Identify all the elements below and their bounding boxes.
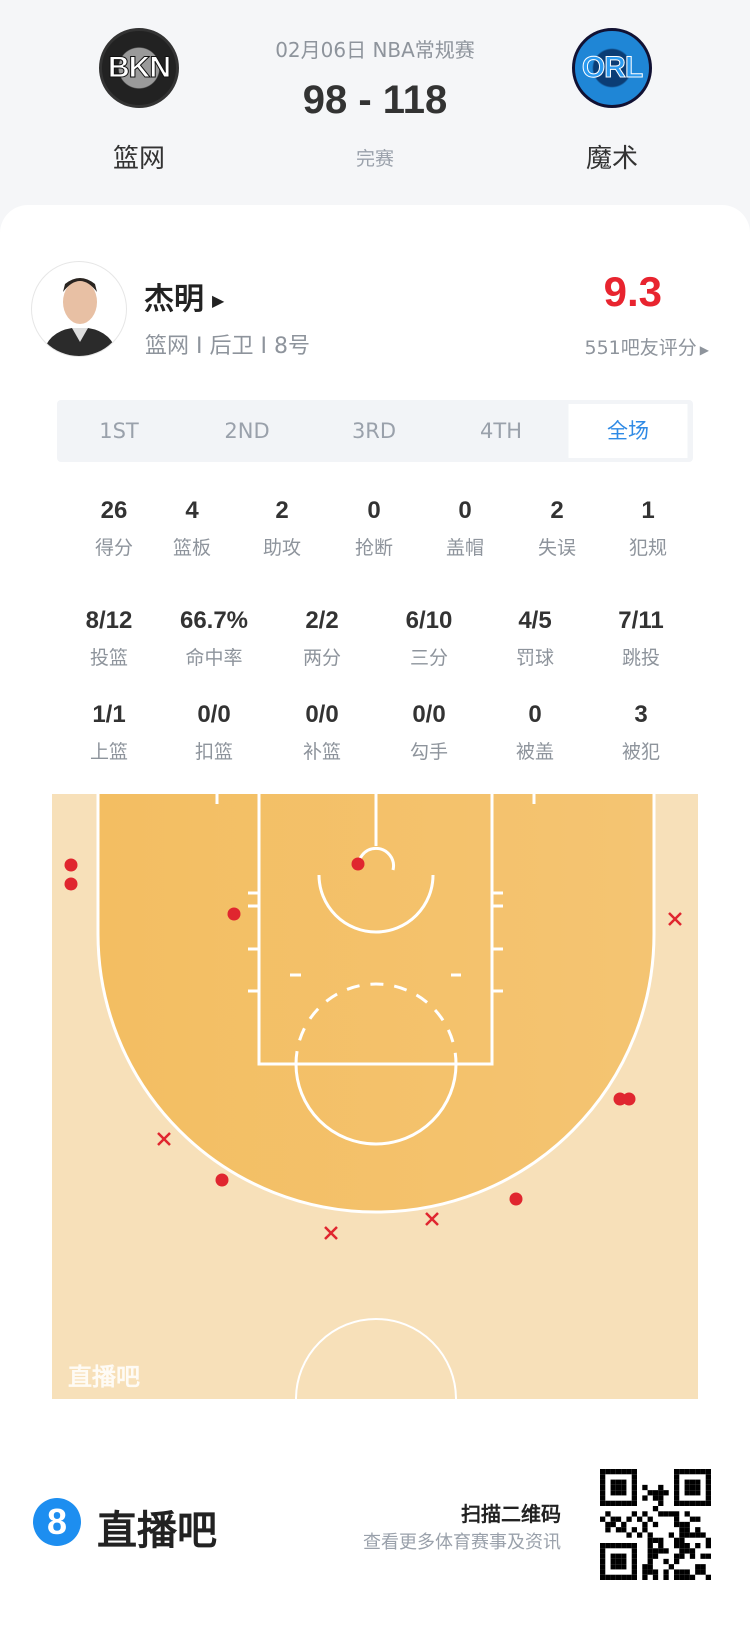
- caret-right-icon: ▶: [699, 343, 709, 357]
- period-tabs: 1ST 2ND 3RD 4TH 全场: [57, 400, 693, 462]
- stat-label: 被犯: [621, 741, 661, 763]
- tab-1st[interactable]: 1ST: [99, 419, 139, 443]
- stat-label: 助攻: [262, 537, 302, 559]
- player-name-text: 杰明: [144, 282, 204, 317]
- tab-full-game[interactable]: 全场: [568, 404, 688, 458]
- stat-value: 0/0: [197, 701, 231, 728]
- stat-value: 1: [641, 497, 655, 524]
- stat-label: 罚球: [515, 647, 555, 669]
- player-name[interactable]: 杰明 ▶: [144, 274, 224, 318]
- stat-value: 4/5: [518, 607, 552, 634]
- qr-code[interactable]: [600, 1469, 711, 1580]
- restricted-arc: [317, 874, 435, 934]
- shot-made-marker: [64, 858, 78, 872]
- shot-made-marker: [351, 857, 365, 871]
- player-rating: 9.3: [603, 268, 662, 315]
- stat-value: 2/2: [305, 607, 339, 634]
- player-info: 篮网 I 后卫 I 8号: [145, 334, 310, 359]
- brand-logo-icon: 8: [33, 1498, 81, 1546]
- three-point-area: [98, 794, 654, 1212]
- tab-4th[interactable]: 4TH: [480, 419, 522, 443]
- shot-made-marker: [622, 1092, 636, 1106]
- rating-count-link[interactable]: 551吧友评分 ▶: [585, 333, 710, 360]
- stat-label: 抢断: [354, 537, 394, 559]
- shot-missed-marker: [157, 1132, 171, 1146]
- stat-label: 盖帽: [445, 537, 485, 559]
- stat-label: 犯规: [628, 537, 668, 559]
- brand-name: 直播吧: [97, 1508, 217, 1554]
- stat-label: 跳投: [621, 647, 661, 669]
- stat-label: 两分: [302, 647, 342, 669]
- center-circle: [295, 1318, 457, 1399]
- free-throw-circle-bottom: [294, 1063, 458, 1146]
- stat-value: 0: [458, 497, 472, 524]
- stat-label: 三分: [409, 647, 449, 669]
- home-logo-text: BKN: [108, 51, 172, 85]
- game-status: 完赛: [355, 148, 395, 170]
- shot-missed-marker: [425, 1212, 439, 1226]
- free-throw-circle-top: [294, 982, 458, 1065]
- shot-missed-marker: [668, 912, 682, 926]
- stat-value: 4: [185, 497, 199, 524]
- stat-value: 7/11: [618, 607, 664, 634]
- watermark: 直播吧: [68, 1363, 140, 1391]
- lane: [257, 794, 494, 1066]
- avatar-image: [42, 278, 118, 356]
- shot-chart: 直播吧: [52, 794, 698, 1399]
- shot-made-marker: [613, 1092, 627, 1106]
- game-score: 98 - 118: [302, 78, 448, 122]
- lane-hash-marks: [215, 794, 536, 993]
- shot-missed-marker: [324, 1226, 338, 1240]
- stat-value: 3: [634, 701, 648, 728]
- stat-label: 命中率: [185, 647, 243, 669]
- tab-3rd[interactable]: 3RD: [351, 419, 397, 443]
- stat-value: 0/0: [305, 701, 339, 728]
- player-avatar[interactable]: [31, 261, 127, 357]
- stat-value: 66.7%: [179, 607, 249, 634]
- tab-2nd[interactable]: 2ND: [224, 419, 270, 443]
- caret-right-icon: ▶: [212, 291, 225, 310]
- stat-label: 投篮: [89, 647, 129, 669]
- shot-made-marker: [227, 907, 241, 921]
- away-logo-text: ORL: [581, 51, 643, 85]
- stat-label: 勾手: [409, 741, 449, 763]
- stat-value: 0: [528, 701, 542, 728]
- stat-label: 得分: [94, 537, 134, 559]
- stat-value: 0: [367, 497, 381, 524]
- stat-value: 8/12: [85, 607, 133, 634]
- home-team-name[interactable]: 篮网: [112, 144, 166, 174]
- shot-made-marker: [509, 1192, 523, 1206]
- stat-label: 篮板: [172, 537, 212, 559]
- home-team-logo[interactable]: BKN: [99, 28, 179, 108]
- stat-label: 扣篮: [194, 741, 234, 763]
- rating-count-text: 551吧友评分: [584, 337, 697, 359]
- shot-made-marker: [64, 877, 78, 891]
- scan-qr-title: 扫描二维码: [461, 1502, 561, 1526]
- away-team-logo[interactable]: ORL: [572, 28, 652, 108]
- stat-label: 失误: [537, 537, 577, 559]
- stat-label: 上篮: [89, 741, 129, 763]
- stat-value: 26: [100, 497, 128, 524]
- stat-value: 6/10: [405, 607, 453, 634]
- shot-made-marker: [215, 1173, 229, 1187]
- stat-label: 被盖: [515, 741, 555, 763]
- scan-qr-subtitle: 查看更多体育赛事及资讯: [363, 1532, 561, 1553]
- away-team-name[interactable]: 魔术: [585, 144, 639, 174]
- stat-value: 2: [275, 497, 289, 524]
- three-point-line: [96, 794, 656, 1214]
- stat-label: 补篮: [302, 741, 342, 763]
- stat-value: 2: [550, 497, 564, 524]
- game-date-type: 02月06日 NBA常规赛: [275, 38, 475, 62]
- stat-value: 0/0: [412, 701, 446, 728]
- stat-value: 1/1: [92, 701, 126, 728]
